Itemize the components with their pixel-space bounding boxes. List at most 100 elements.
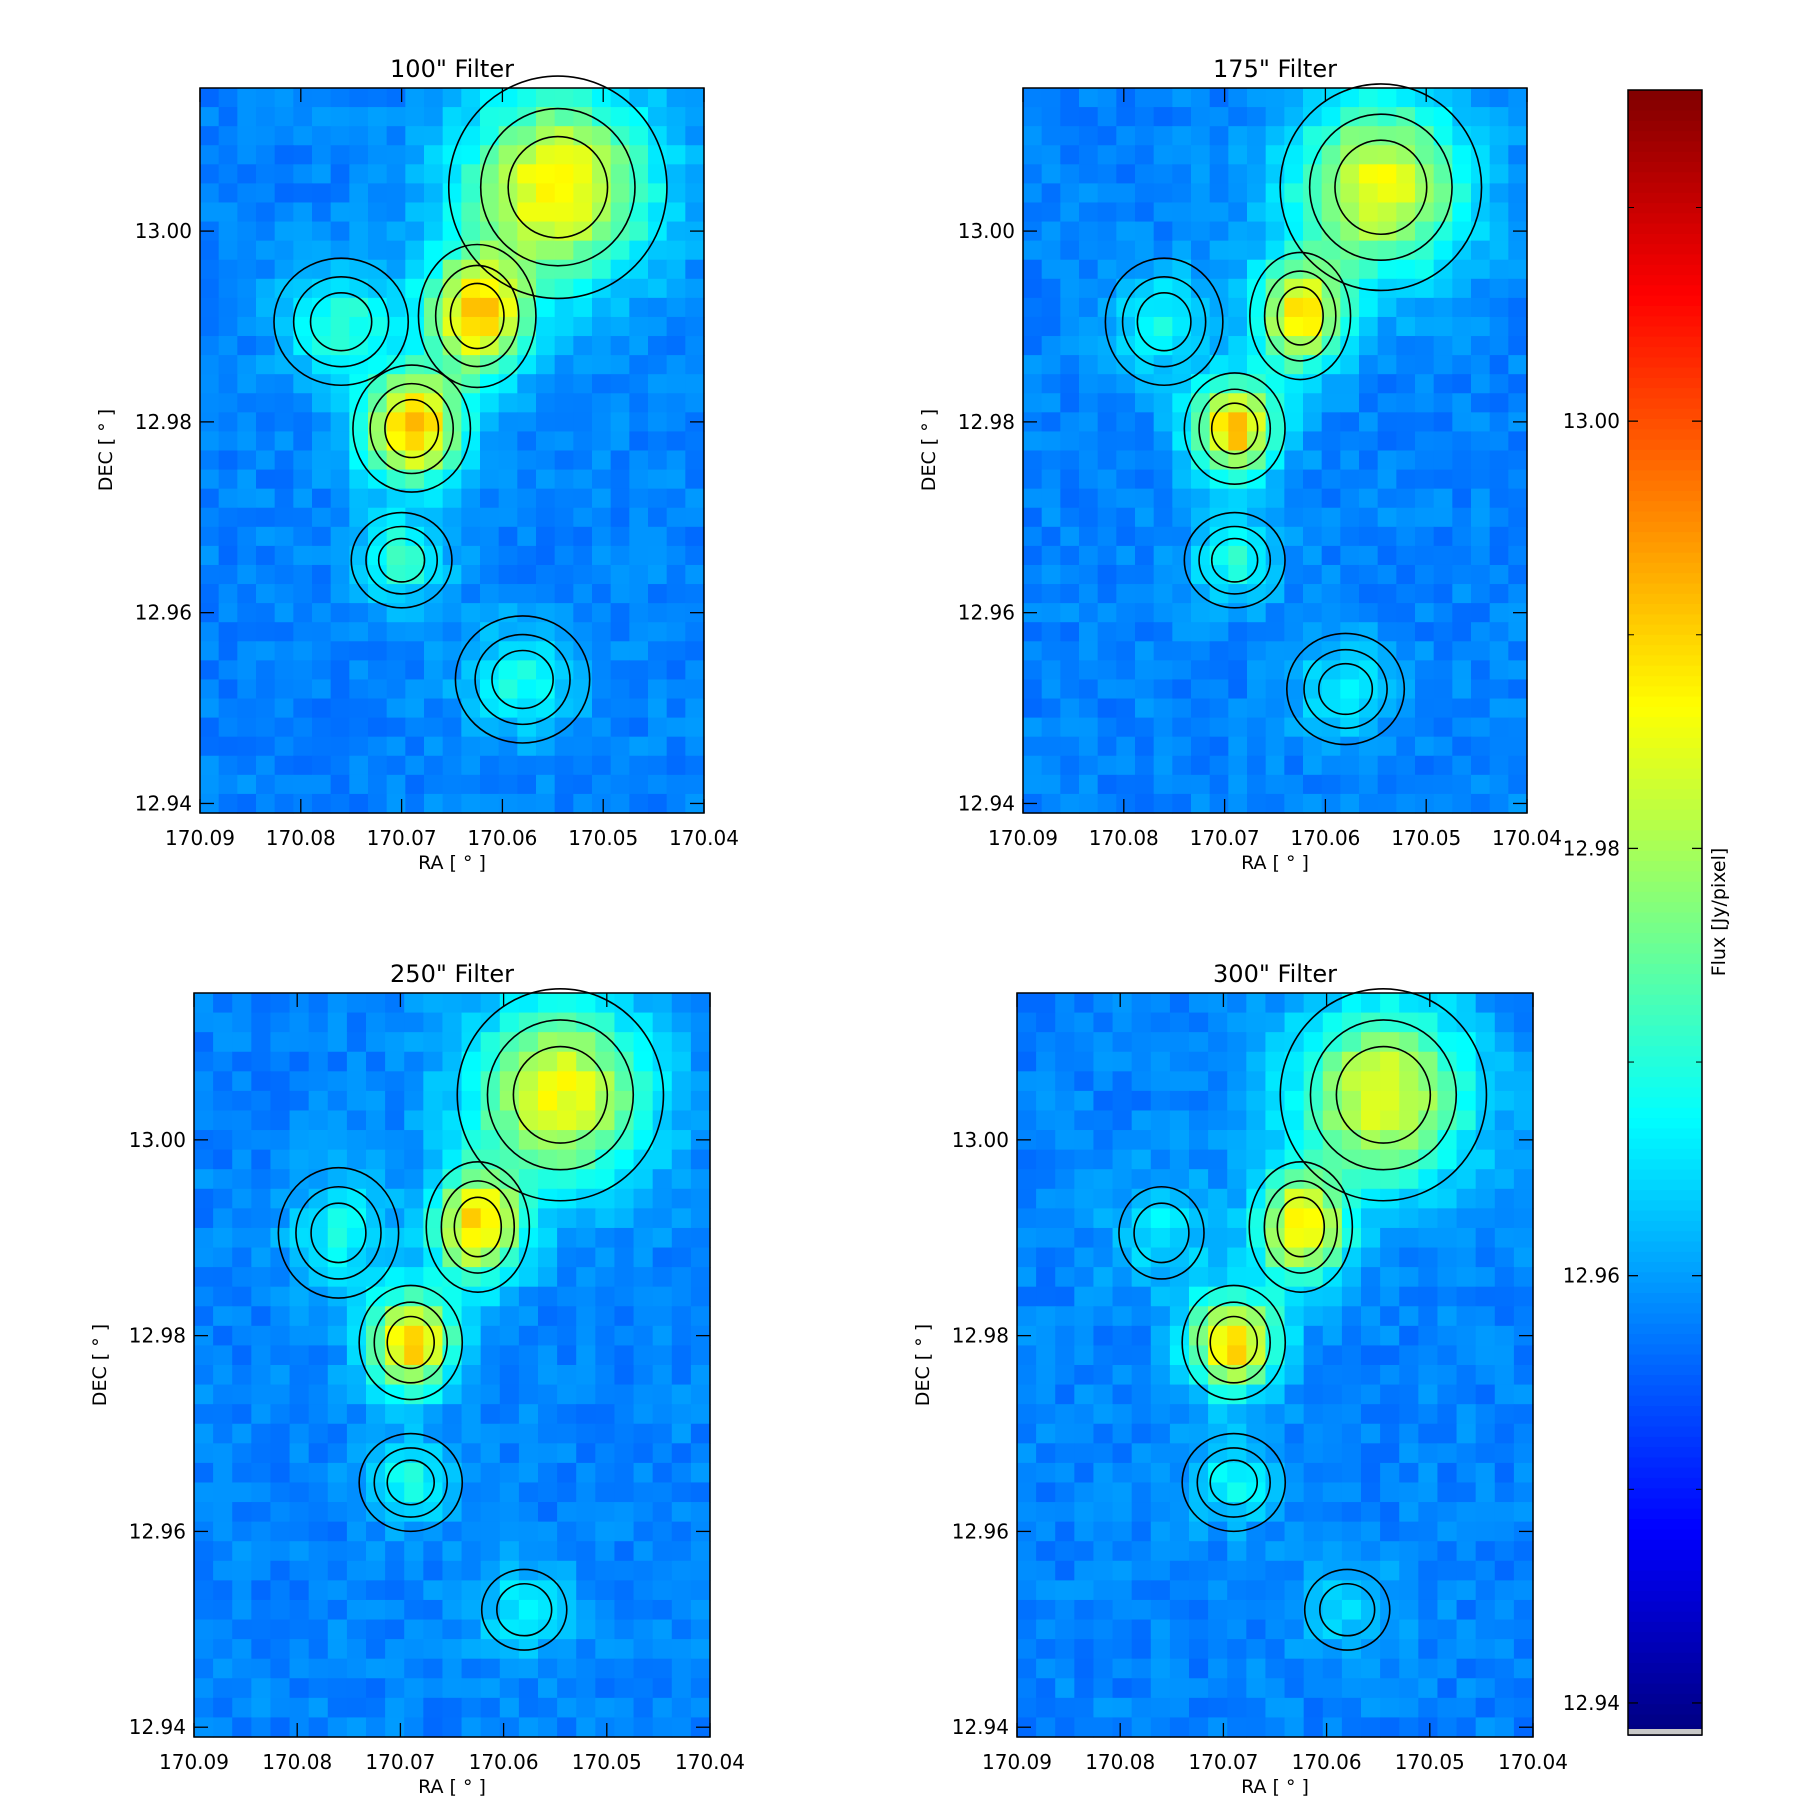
- heatmap-cell: [671, 1247, 692, 1268]
- heatmap-cell: [1074, 1169, 1095, 1190]
- heatmap-cell: [1508, 164, 1528, 184]
- heatmap-cell: [385, 1639, 405, 1660]
- heatmap-cell: [1399, 1697, 1419, 1719]
- heatmap-cell: [289, 1658, 310, 1679]
- heatmap-cell: [1471, 793, 1491, 814]
- heatmap-cell: [1396, 393, 1416, 413]
- heatmap-cell: [671, 1423, 692, 1444]
- heatmap-cell: [1399, 1365, 1419, 1386]
- heatmap-image: [1017, 993, 1534, 1738]
- heatmap-cell: [1284, 679, 1304, 700]
- heatmap-cell: [1055, 1619, 1075, 1640]
- heatmap-cell: [366, 1110, 386, 1131]
- heatmap-cell: [330, 355, 350, 375]
- heatmap-cell: [1041, 545, 1061, 566]
- heatmap-cell: [1359, 221, 1379, 242]
- heatmap-cell: [200, 717, 220, 738]
- heatmap-cell: [1508, 469, 1528, 490]
- heatmap-cell: [1340, 393, 1360, 413]
- heatmap-cell: [1055, 1521, 1075, 1542]
- heatmap-cell: [1284, 1502, 1305, 1523]
- heatmap-cell: [614, 1365, 635, 1386]
- heatmap-cell: [251, 1247, 272, 1268]
- heatmap-cell: [293, 717, 313, 738]
- heatmap-cell: [386, 259, 406, 280]
- heatmap-cell: [1074, 1286, 1095, 1307]
- heatmap-cell: [327, 1541, 348, 1562]
- heatmap-cell: [1341, 1443, 1362, 1464]
- heatmap-cell: [1513, 1247, 1534, 1268]
- heatmap-cell: [1079, 221, 1099, 242]
- heatmap-cell: [1284, 393, 1304, 413]
- heatmap-cell: [480, 622, 500, 642]
- heatmap-cell: [1322, 1502, 1343, 1523]
- heatmap-cell: [461, 316, 481, 337]
- heatmap-cell: [218, 755, 238, 776]
- contour-line: [1104, 257, 1224, 387]
- heatmap-cell: [595, 1051, 616, 1072]
- heatmap-cell: [1036, 1306, 1056, 1327]
- heatmap-cell: [442, 1130, 463, 1151]
- heatmap-cell: [1055, 1423, 1075, 1444]
- heatmap-cell: [1208, 1423, 1228, 1444]
- heatmap-cell: [1131, 1071, 1152, 1092]
- contour-line: [480, 1568, 568, 1651]
- heatmap-cell: [1456, 1482, 1477, 1503]
- heatmap-cell: [554, 774, 574, 795]
- heatmap-cell: [1303, 774, 1323, 795]
- heatmap-cell: [1361, 1678, 1381, 1699]
- heatmap-cell: [1303, 450, 1323, 471]
- heatmap-cell: [200, 431, 220, 452]
- heatmap-cell: [648, 145, 668, 165]
- heatmap-cell: [1494, 1384, 1515, 1405]
- heatmap-cell: [274, 183, 294, 204]
- heatmap-cell: [652, 1560, 673, 1581]
- heatmap-cell: [1433, 469, 1453, 490]
- heatmap-cell: [1060, 240, 1080, 261]
- heatmap-cell: [629, 183, 649, 204]
- heatmap-cell: [1361, 1012, 1381, 1033]
- heatmap-cell: [1189, 1639, 1209, 1660]
- heatmap-cell: [461, 1502, 482, 1523]
- heatmap-cell: [1284, 1404, 1305, 1425]
- heatmap-cell: [404, 1227, 424, 1249]
- heatmap-cell: [200, 526, 220, 547]
- heatmap-cell: [308, 1404, 329, 1425]
- heatmap-cell: [1079, 431, 1099, 452]
- heatmap-cell: [666, 183, 686, 204]
- heatmap-cell: [1265, 603, 1285, 623]
- heatmap-cell: [1321, 145, 1341, 165]
- heatmap-cell: [557, 1169, 577, 1190]
- heatmap-cell: [1494, 1599, 1515, 1621]
- heatmap-cell: [218, 641, 238, 661]
- heatmap-cell: [1322, 1599, 1343, 1621]
- heatmap-cell: [1437, 1365, 1458, 1386]
- heatmap-cell: [289, 1267, 310, 1288]
- heatmap-cell: [554, 336, 574, 356]
- heatmap-cell: [312, 412, 332, 433]
- heatmap-cell: [480, 603, 500, 623]
- heatmap-cell: [327, 1169, 348, 1190]
- colorbar-segment: [1628, 1488, 1702, 1500]
- heatmap-cell: [499, 1365, 520, 1386]
- heatmap-cell: [499, 1286, 520, 1307]
- heatmap-cell: [308, 1227, 329, 1249]
- heatmap-cell: [1246, 1169, 1267, 1190]
- contour-line: [1286, 632, 1406, 746]
- heatmap-cell: [232, 1462, 252, 1484]
- heatmap-cell: [1303, 1697, 1324, 1719]
- heatmap-cell: [1359, 450, 1379, 471]
- heatmap-cell: [1508, 431, 1528, 452]
- heatmap-cell: [538, 993, 558, 1014]
- heatmap-cell: [1017, 1541, 1037, 1562]
- heatmap-cell: [213, 1247, 233, 1268]
- heatmap-cell: [1437, 1247, 1458, 1268]
- heatmap-cell: [557, 1678, 577, 1699]
- heatmap-cell: [1093, 1639, 1114, 1660]
- heatmap-cell: [346, 1286, 367, 1307]
- heatmap-cell: [1489, 622, 1509, 642]
- contour-line: [1279, 988, 1488, 1202]
- heatmap-cell: [237, 412, 257, 433]
- heatmap-cell: [499, 1345, 520, 1366]
- heatmap-cell: [1415, 297, 1435, 318]
